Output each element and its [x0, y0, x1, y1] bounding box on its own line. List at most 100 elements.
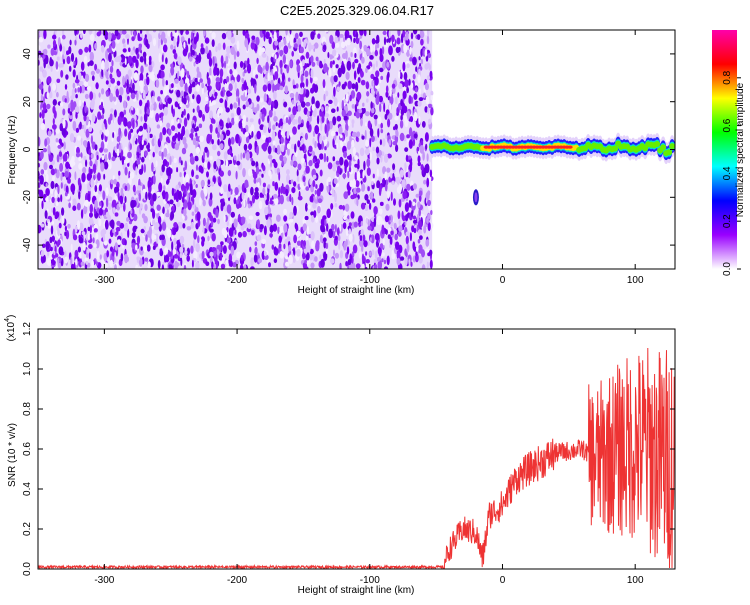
signal-artifact-core — [474, 192, 478, 203]
noise-speck — [195, 84, 200, 92]
noise-speck — [385, 85, 389, 93]
noise-speck — [293, 43, 298, 49]
noise-speck — [58, 222, 62, 229]
noise-speck — [219, 187, 224, 195]
noise-speck — [230, 36, 236, 44]
noise-speck — [250, 124, 255, 134]
noise-speck — [362, 52, 365, 58]
noise-speck — [88, 126, 93, 133]
noise-speck — [55, 211, 60, 219]
noise-speck — [152, 192, 157, 202]
noise-speck — [314, 162, 320, 169]
noise-speck — [225, 259, 229, 265]
noise-speck — [145, 38, 149, 48]
noise-speck — [183, 208, 187, 217]
noise-speck — [423, 225, 427, 234]
noise-speck — [50, 225, 54, 235]
noise-speck — [40, 150, 44, 160]
noise-speck — [379, 139, 382, 146]
noise-speck — [179, 172, 182, 178]
noise-speck — [119, 86, 124, 96]
noise-speck — [72, 69, 76, 78]
noise-speck — [89, 100, 95, 110]
noise-speck — [171, 83, 174, 89]
noise-speck — [341, 99, 344, 110]
noise-speck — [206, 171, 209, 178]
noise-speck — [278, 172, 281, 181]
noise-speck — [362, 170, 365, 179]
noise-speck — [83, 30, 86, 35]
noise-speck — [213, 249, 217, 258]
noise-speck — [127, 121, 132, 129]
noise-speck — [57, 184, 60, 195]
noise-speck — [38, 54, 41, 60]
snr-y-label: SNR (10 * v/v) — [7, 423, 18, 487]
noise-speck — [364, 194, 369, 201]
noise-speck — [45, 173, 49, 183]
noise-speck — [407, 155, 412, 160]
noise-speck — [216, 244, 221, 250]
noise-speck — [203, 161, 208, 169]
noise-speck — [315, 215, 319, 223]
noise-speck — [192, 239, 196, 249]
noise-speck — [104, 154, 108, 162]
noise-speck — [103, 148, 109, 153]
noise-speck — [341, 65, 346, 75]
noise-speck — [145, 234, 148, 242]
noise-speck — [183, 264, 187, 269]
noise-speck — [418, 56, 421, 61]
noise-speck — [138, 168, 143, 175]
noise-speck — [64, 171, 69, 178]
noise-speck — [190, 31, 193, 40]
noise-speck — [337, 67, 342, 78]
noise-speck — [104, 60, 109, 70]
noise-speck — [75, 57, 78, 66]
noise-speck — [59, 44, 63, 52]
noise-speck — [220, 133, 224, 141]
noise-speck — [262, 165, 266, 172]
noise-speck — [124, 196, 127, 203]
noise-speck — [382, 30, 387, 36]
noise-speck — [117, 115, 122, 126]
noise-speck — [356, 131, 361, 138]
noise-speck — [396, 130, 399, 138]
noise-speck — [191, 81, 196, 88]
noise-speck — [105, 69, 109, 79]
noise-speck — [209, 215, 214, 222]
noise-speck — [141, 213, 146, 219]
noise-speck — [276, 144, 281, 155]
noise-speck — [105, 91, 109, 97]
noise-speck — [131, 106, 134, 111]
noise-speck — [323, 152, 327, 163]
noise-speck — [279, 251, 285, 259]
noise-speck — [314, 42, 319, 49]
noise-speck — [306, 110, 310, 118]
noise-speck — [107, 202, 112, 210]
noise-speck — [310, 262, 315, 269]
noise-speck — [295, 230, 301, 238]
noise-speck — [201, 82, 205, 89]
noise-speck — [80, 209, 84, 219]
noise-speck — [277, 226, 280, 234]
noise-speck — [303, 180, 306, 187]
noise-speck — [98, 92, 101, 98]
noise-speck — [283, 223, 288, 233]
noise-speck — [251, 194, 256, 204]
noise-speck — [95, 82, 99, 90]
noise-speck — [170, 63, 174, 68]
noise-speck — [82, 241, 86, 251]
noise-speck — [129, 171, 135, 179]
noise-speck — [308, 145, 313, 152]
noise-speck — [160, 70, 165, 80]
noise-speck — [430, 90, 434, 96]
noise-speck — [361, 47, 364, 52]
noise-speck — [256, 57, 259, 64]
noise-speck — [187, 201, 192, 211]
noise-speck — [244, 179, 249, 189]
noise-speck — [184, 82, 188, 93]
noise-speck — [181, 195, 185, 204]
noise-speck — [333, 249, 335, 257]
noise-speck — [178, 250, 181, 261]
noise-speck — [212, 56, 215, 66]
noise-speck — [410, 82, 414, 90]
